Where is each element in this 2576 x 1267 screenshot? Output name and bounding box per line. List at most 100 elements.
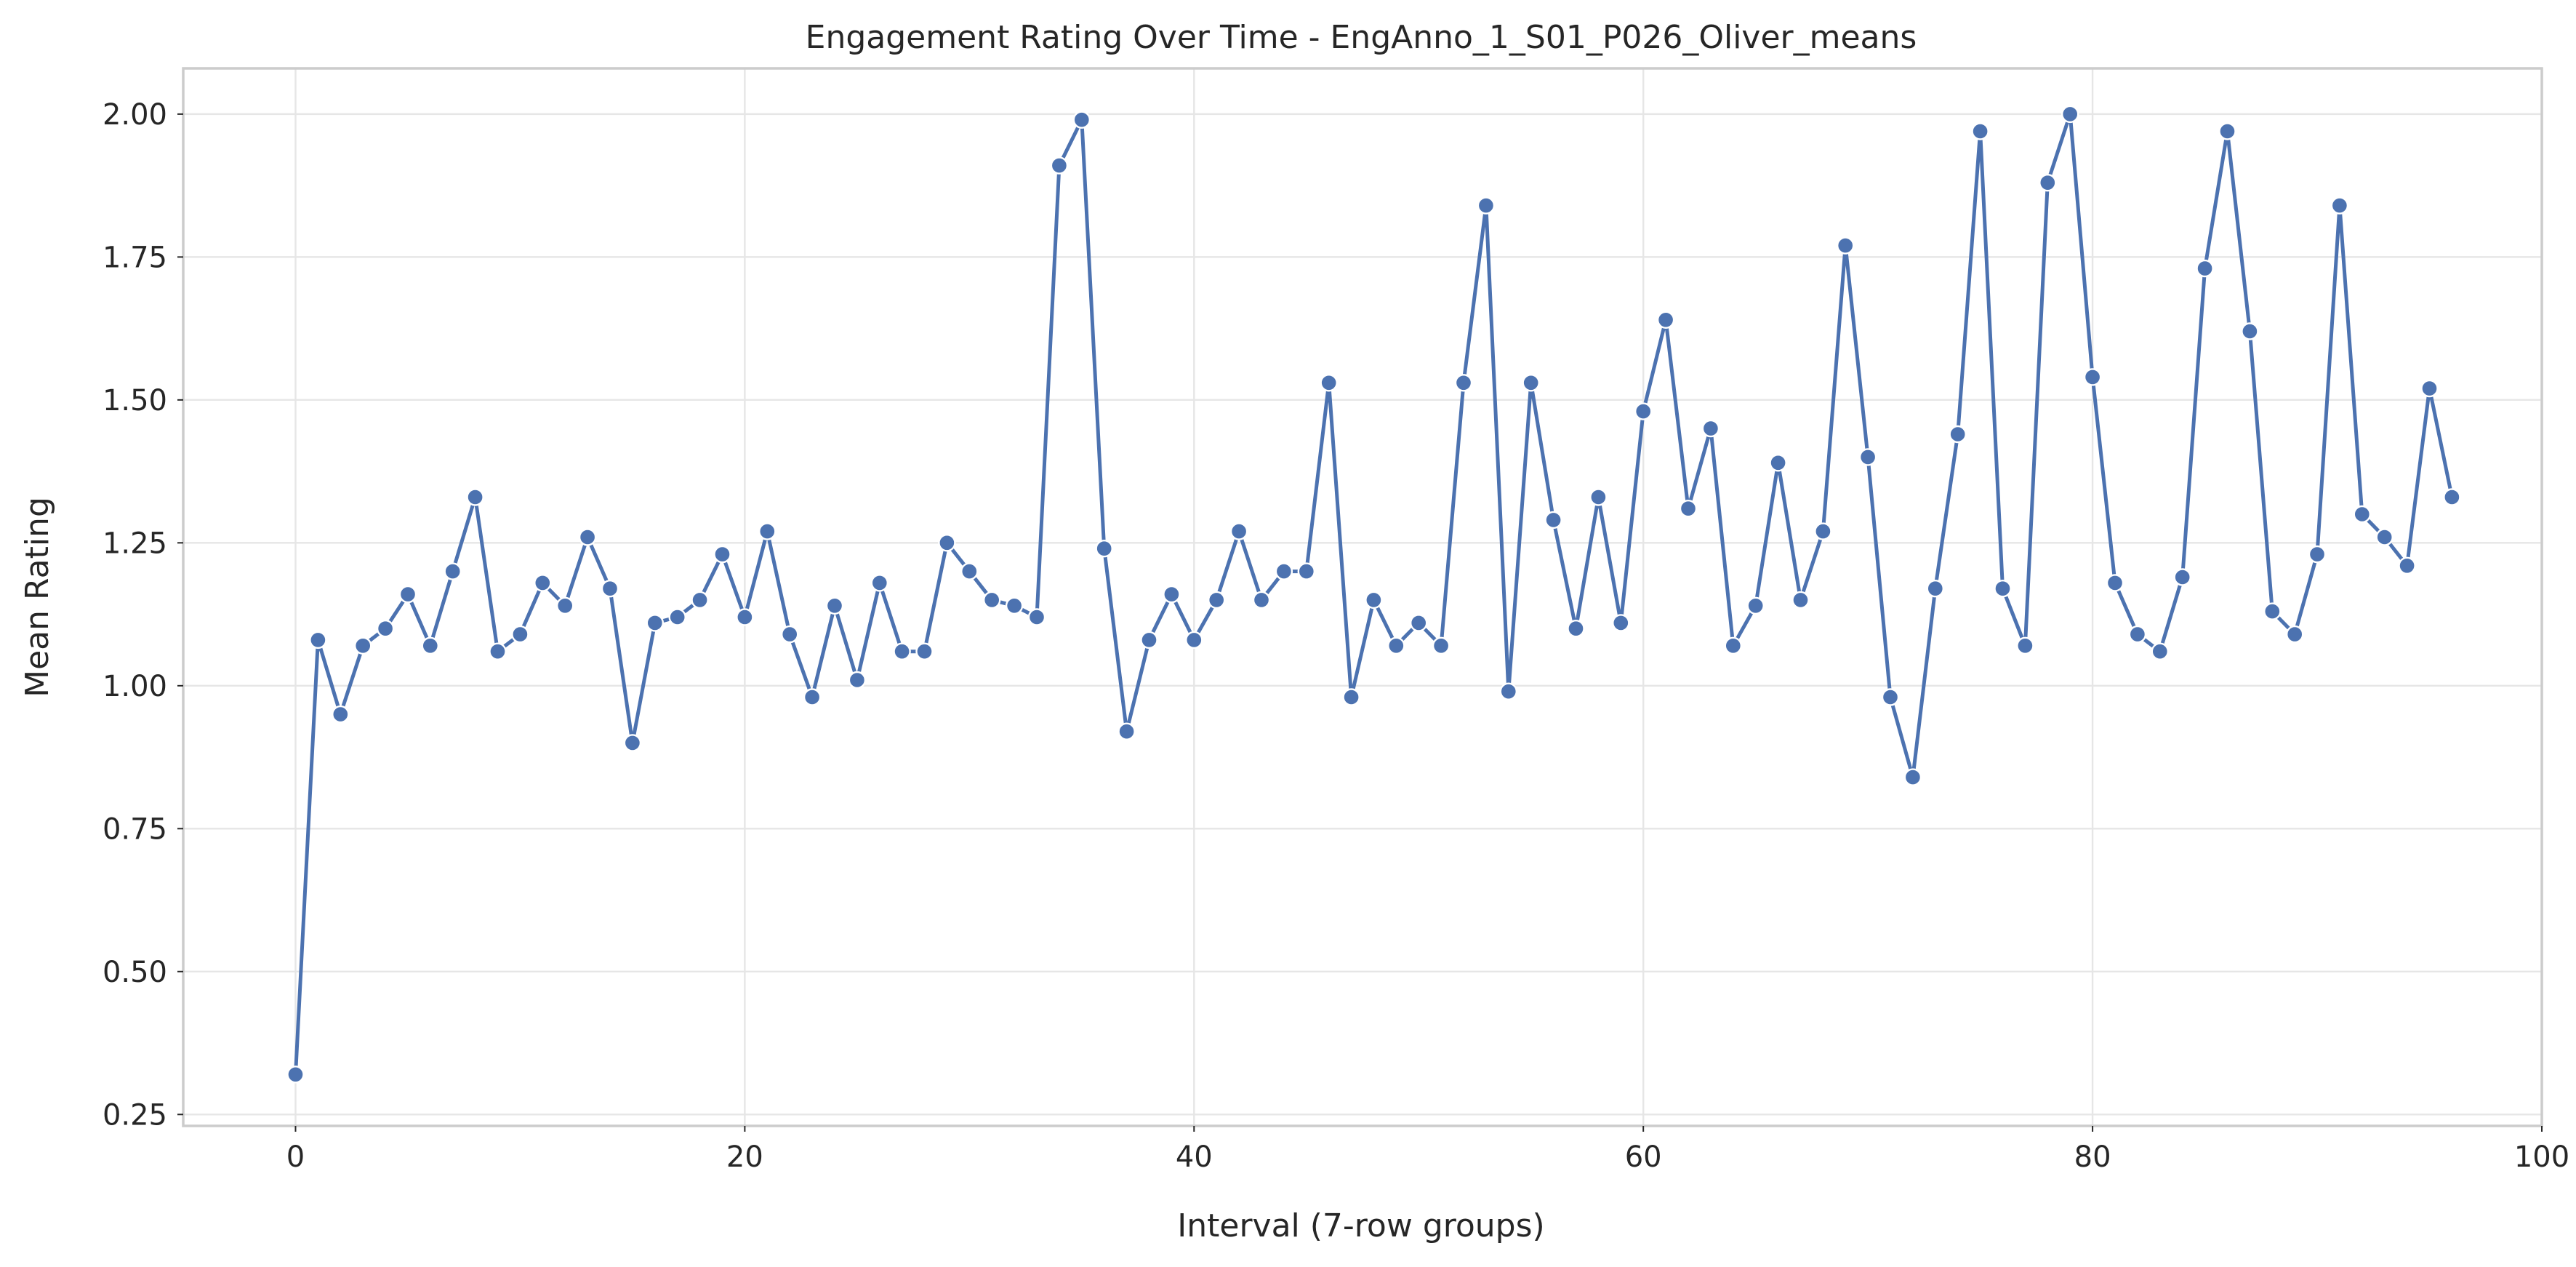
y-tick-label: 1.75: [103, 241, 167, 274]
data-point: [1432, 636, 1450, 655]
data-point: [1971, 122, 1989, 140]
data-point: [1252, 591, 1271, 609]
data-point: [1589, 488, 1608, 506]
data-point: [376, 620, 395, 638]
data-point: [1746, 596, 1765, 615]
data-point: [2016, 636, 2034, 655]
data-point: [1118, 722, 1136, 740]
data-point: [398, 585, 417, 604]
data-point: [354, 636, 372, 655]
data-point: [1342, 688, 1360, 706]
data-point: [1656, 311, 1675, 329]
data-point: [713, 545, 731, 564]
data-point: [736, 608, 754, 626]
data-point: [915, 642, 934, 660]
data-point: [2353, 505, 2372, 524]
data-point: [1903, 768, 1922, 786]
data-point: [2083, 368, 2102, 386]
series-engagement: [286, 105, 2461, 1084]
data-point: [691, 591, 709, 609]
data-point: [780, 625, 799, 644]
data-point: [758, 522, 777, 540]
data-point: [2196, 259, 2214, 278]
chart-title: Engagement Rating Over Time - EngAnno_1_…: [806, 19, 1917, 56]
data-point: [2263, 602, 2282, 620]
data-point: [2173, 568, 2191, 586]
y-tick-label: 0.25: [103, 1098, 167, 1132]
data-point: [1005, 596, 1024, 615]
data-point: [1612, 614, 1630, 632]
data-point: [1814, 522, 1832, 540]
data-point: [1297, 562, 1316, 580]
data-point: [1072, 111, 1091, 129]
data-point: [1544, 511, 1562, 529]
data-point: [893, 642, 911, 660]
data-point: [2106, 574, 2124, 592]
data-point: [982, 591, 1001, 609]
y-axis-ticks: 0.25 0.50 0.75 1.00 1.25 1.50 1.75 2.00: [103, 98, 183, 1132]
data-point: [332, 705, 350, 724]
x-axis-label: Interval (7-row groups): [1177, 1207, 1544, 1244]
data-point: [2285, 625, 2304, 644]
data-point: [421, 636, 439, 655]
data-point: [1634, 402, 1653, 420]
data-point: [1858, 448, 1877, 466]
data-point: [825, 596, 844, 615]
x-tick-label: 100: [2514, 1140, 2569, 1174]
data-point: [1679, 500, 1698, 518]
data-point: [1522, 374, 1540, 392]
data-point: [1949, 425, 1967, 444]
data-point: [1050, 156, 1069, 175]
data-point: [2151, 642, 2170, 660]
data-point: [646, 614, 664, 632]
data-point: [2330, 196, 2349, 215]
y-tick-label: 1.50: [103, 384, 167, 417]
data-point: [286, 1066, 305, 1084]
data-point: [1229, 522, 1248, 540]
data-point: [1477, 196, 1496, 215]
data-point: [960, 562, 979, 580]
data-point: [2061, 105, 2079, 124]
data-point: [1163, 585, 1181, 604]
data-point: [511, 625, 529, 644]
data-point: [2218, 122, 2236, 140]
y-tick-label: 1.00: [103, 670, 167, 703]
data-point: [1387, 636, 1405, 655]
data-point: [1454, 374, 1473, 392]
data-point: [1095, 540, 1113, 558]
x-axis-ticks: 0 20 40 60 80 100: [286, 1126, 2569, 1174]
data-point: [2039, 173, 2057, 192]
data-point: [2420, 379, 2439, 398]
data-point: [623, 734, 642, 752]
x-tick-label: 0: [286, 1140, 305, 1174]
data-point: [1724, 636, 1743, 655]
x-tick-label: 40: [1176, 1140, 1213, 1174]
y-tick-label: 1.25: [103, 527, 167, 560]
data-point: [848, 671, 867, 690]
data-point: [1499, 682, 1518, 700]
data-point: [1027, 608, 1046, 626]
data-point: [1207, 591, 1226, 609]
data-point: [1320, 374, 1338, 392]
data-point: [870, 574, 889, 592]
data-point: [1701, 419, 1720, 438]
y-tick-label: 2.00: [103, 98, 167, 132]
data-point: [1881, 688, 1900, 706]
data-point: [1275, 562, 1293, 580]
data-point: [1140, 631, 1158, 650]
x-tick-label: 20: [726, 1140, 763, 1174]
x-tick-label: 80: [2074, 1140, 2111, 1174]
data-point: [803, 688, 822, 706]
data-point: [1791, 591, 1810, 609]
data-point: [601, 580, 619, 598]
data-point: [2375, 528, 2394, 546]
data-point: [1185, 631, 1203, 650]
data-point: [1836, 236, 1855, 255]
data-point: [1365, 591, 1383, 609]
x-tick-label: 60: [1625, 1140, 1662, 1174]
data-point: [534, 574, 552, 592]
data-point: [444, 562, 462, 580]
data-point: [938, 534, 956, 552]
data-point: [2308, 545, 2327, 564]
data-point: [309, 631, 327, 650]
